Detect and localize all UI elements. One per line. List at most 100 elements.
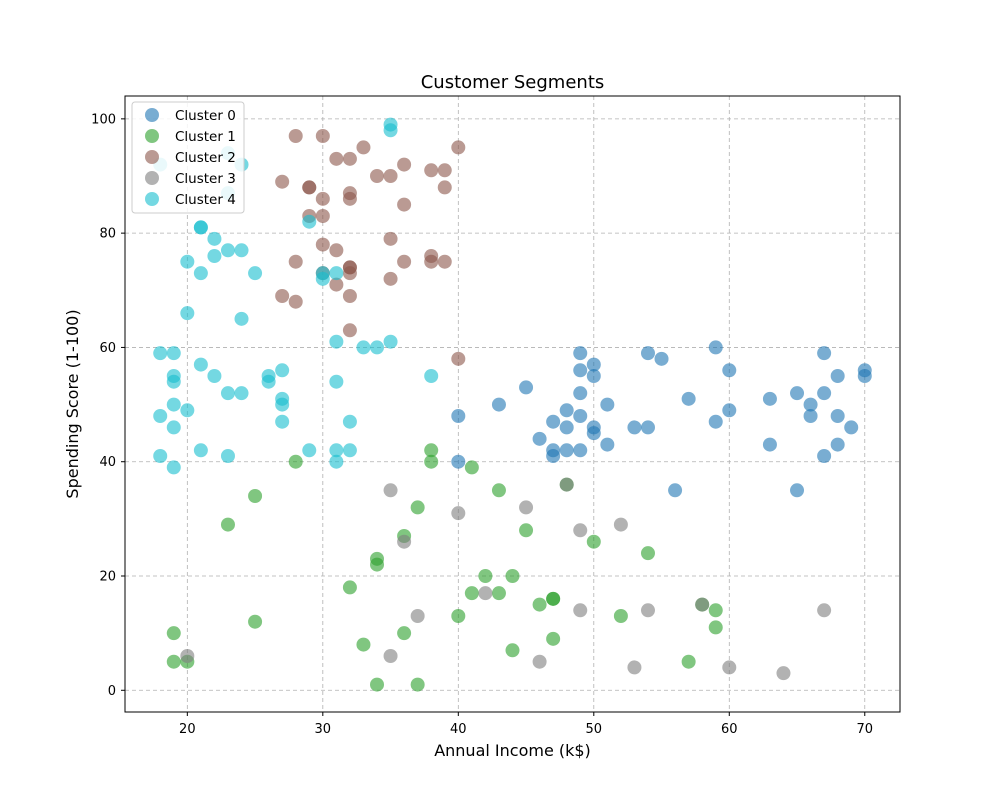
data-point — [166, 420, 181, 435]
data-point — [275, 363, 290, 378]
x-axis-label: Annual Income (k$) — [434, 741, 591, 760]
data-point — [302, 180, 317, 195]
data-point — [356, 340, 371, 355]
data-point — [451, 409, 466, 423]
data-point — [342, 443, 357, 458]
data-point — [207, 369, 222, 383]
data-point — [817, 449, 832, 463]
x-tick-label: 70 — [856, 722, 873, 737]
data-point — [640, 346, 655, 361]
data-point — [383, 334, 398, 349]
data-point — [153, 449, 168, 463]
data-point — [342, 289, 357, 303]
data-point — [315, 129, 330, 143]
series-4 — [153, 117, 439, 475]
data-point — [207, 249, 222, 263]
data-point — [546, 631, 561, 646]
axis-ticks: 20 30 40 50 60 70 0 20 40 60 80 100 — [91, 112, 873, 737]
data-point — [722, 660, 737, 675]
data-point — [424, 454, 439, 469]
data-point — [519, 500, 534, 515]
data-point — [329, 374, 344, 389]
x-tick-label: 30 — [315, 722, 332, 737]
data-point — [613, 517, 628, 532]
data-point — [315, 237, 330, 252]
data-point — [410, 500, 425, 515]
data-point — [193, 266, 208, 281]
y-tick-label: 100 — [91, 112, 116, 127]
data-point — [275, 414, 290, 429]
data-point — [248, 614, 263, 629]
data-point — [573, 523, 588, 538]
data-point — [302, 214, 317, 229]
data-point — [708, 414, 723, 429]
data-point — [383, 169, 398, 183]
data-point — [220, 517, 235, 532]
data-point — [790, 483, 805, 498]
data-point — [559, 403, 574, 418]
data-point — [776, 666, 791, 681]
data-point — [532, 431, 547, 446]
chart-title: Customer Segments — [421, 72, 605, 93]
data-point — [600, 397, 615, 412]
data-point — [180, 254, 195, 269]
data-point — [397, 626, 412, 641]
data-point — [329, 151, 344, 166]
data-point — [166, 460, 181, 475]
legend-label: Cluster 2 — [175, 150, 236, 166]
data-point — [600, 437, 615, 452]
data-point — [491, 586, 506, 601]
data-point — [532, 654, 547, 669]
x-tick-label: 40 — [450, 722, 467, 737]
data-point — [573, 386, 588, 401]
data-point — [559, 477, 574, 492]
data-point — [451, 351, 466, 366]
data-point — [546, 591, 561, 606]
data-point — [288, 254, 303, 269]
y-tick-label: 20 — [99, 570, 116, 585]
data-point — [573, 363, 588, 378]
legend-label: Cluster 0 — [175, 108, 236, 124]
data-point — [166, 654, 181, 669]
data-point — [857, 369, 872, 383]
data-point — [546, 414, 561, 429]
data-point — [803, 409, 818, 423]
data-point — [519, 380, 534, 395]
data-point — [491, 483, 506, 498]
data-point — [762, 391, 777, 406]
data-point — [193, 357, 208, 372]
data-point — [383, 271, 398, 286]
legend-label: Cluster 3 — [175, 171, 236, 187]
data-point — [681, 391, 696, 406]
data-point — [383, 123, 398, 138]
data-point — [817, 603, 832, 618]
x-tick-label: 50 — [586, 722, 603, 737]
data-point — [370, 340, 385, 355]
legend-box — [131, 101, 245, 214]
data-point — [424, 443, 439, 458]
data-point — [410, 677, 425, 692]
data-point — [397, 157, 412, 172]
data-point — [505, 643, 520, 658]
plot-frame — [124, 95, 901, 713]
data-point — [220, 243, 235, 258]
data-point — [478, 586, 493, 601]
data-point — [640, 546, 655, 561]
y-tick-label: 60 — [99, 341, 116, 356]
x-tick-label: 60 — [721, 722, 738, 737]
data-point — [695, 597, 710, 612]
data-point — [315, 271, 330, 286]
data-point — [153, 346, 168, 361]
data-point — [329, 334, 344, 349]
data-point — [329, 277, 344, 292]
data-point — [451, 609, 466, 623]
data-point — [532, 597, 547, 612]
data-point — [193, 443, 208, 458]
data-point — [193, 220, 208, 235]
data-point — [288, 454, 303, 469]
data-point — [424, 254, 439, 269]
data-point — [220, 386, 235, 401]
data-point — [397, 534, 412, 549]
data-point — [248, 489, 263, 503]
